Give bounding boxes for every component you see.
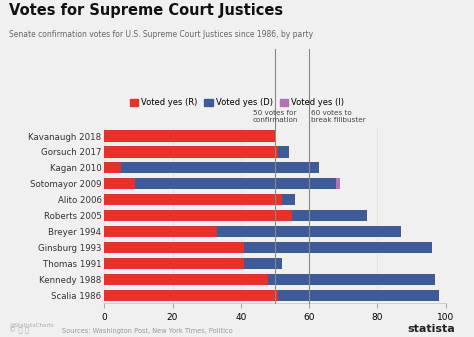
Text: 60 votes to
break filibuster: 60 votes to break filibuster: [311, 110, 365, 123]
Bar: [104, 178, 135, 189]
Bar: [104, 290, 278, 301]
Text: statista: statista: [407, 324, 455, 334]
Text: Sources: Washington Post, New York Times, Politico: Sources: Washington Post, New York Times…: [62, 328, 232, 334]
Bar: [292, 210, 367, 221]
Bar: [104, 210, 292, 221]
Legend: Voted yes (R), Voted yes (D), Voted yes (I): Voted yes (R), Voted yes (D), Voted yes …: [126, 95, 348, 111]
Bar: [282, 194, 295, 205]
Bar: [104, 162, 121, 174]
Bar: [217, 226, 401, 237]
Text: © ⓘ Ⓒ: © ⓘ Ⓒ: [9, 326, 29, 334]
Bar: [135, 178, 337, 189]
Bar: [104, 274, 268, 285]
Text: @StatistaCharts: @StatistaCharts: [9, 322, 54, 327]
Bar: [104, 146, 278, 157]
Text: Senate confirmation votes for U.S. Supreme Court Justices since 1986, by party: Senate confirmation votes for U.S. Supre…: [9, 30, 314, 39]
Bar: [278, 290, 439, 301]
Bar: [337, 178, 340, 189]
Bar: [244, 258, 282, 269]
Bar: [104, 242, 244, 253]
Bar: [278, 146, 289, 157]
Bar: [104, 194, 282, 205]
Bar: [104, 130, 275, 142]
Bar: [268, 274, 435, 285]
Text: 50 votes for
confirmation: 50 votes for confirmation: [252, 110, 298, 123]
Bar: [104, 226, 217, 237]
Bar: [244, 242, 432, 253]
Bar: [104, 258, 244, 269]
Text: Votes for Supreme Court Justices: Votes for Supreme Court Justices: [9, 3, 283, 19]
Bar: [121, 162, 319, 174]
